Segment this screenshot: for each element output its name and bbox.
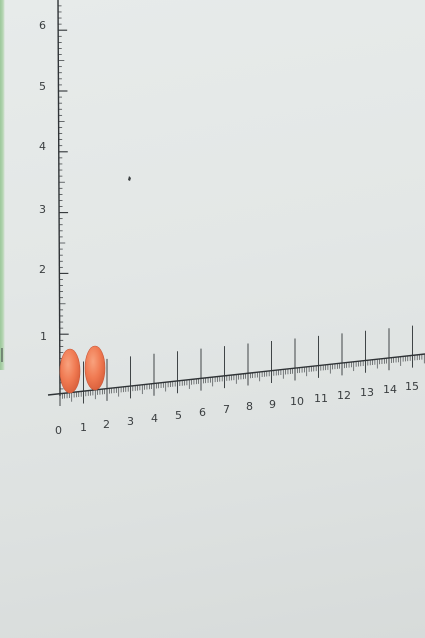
v-label-3: 3 (39, 203, 46, 216)
v-label-5: 5 (39, 80, 46, 93)
h-label-8: 8 (246, 400, 253, 413)
vertical-ruler-baseline (57, 0, 61, 397)
h-label-7: 7 (223, 403, 230, 416)
v-label-6: 6 (39, 19, 46, 32)
h-label-14: 14 (383, 383, 397, 396)
h-label-13: 13 (360, 386, 374, 399)
h-label-2: 2 (103, 418, 110, 431)
vertical-ruler-labels: 1 2 3 4 5 6 (39, 19, 47, 343)
h-label-10: 10 (290, 395, 304, 408)
horizontal-ruler: 0 1 2 3 4 5 6 7 8 9 10 11 12 13 14 15 (47, 325, 425, 437)
v-label-1: 1 (40, 330, 47, 343)
v-label-2: 2 (39, 263, 46, 276)
tablets (59, 345, 106, 394)
horizontal-ruler-ticks (59, 325, 425, 406)
horizontal-ruler-baseline (47, 353, 425, 396)
h-label-0: 0 (55, 424, 62, 437)
h-label-1: 1 (80, 421, 87, 434)
v-label-4: 4 (39, 140, 46, 153)
horizontal-ruler-labels: 0 1 2 3 4 5 6 7 8 9 10 11 12 13 14 15 (55, 380, 419, 437)
h-label-4: 4 (151, 412, 158, 425)
h-label-6: 6 (199, 406, 206, 419)
h-label-12: 12 (337, 389, 351, 402)
green-background-edge (0, 0, 5, 370)
h-label-11: 11 (314, 392, 328, 405)
h-label-9: 9 (269, 398, 276, 411)
h-label-5: 5 (175, 409, 182, 422)
tablet-1 (59, 348, 81, 394)
ink-speck (128, 176, 131, 181)
vertical-ruler: 1 2 3 4 5 6 (39, 0, 69, 397)
h-label-15: 15 (405, 380, 419, 393)
tablet-2 (84, 345, 106, 391)
h-label-3: 3 (127, 415, 134, 428)
